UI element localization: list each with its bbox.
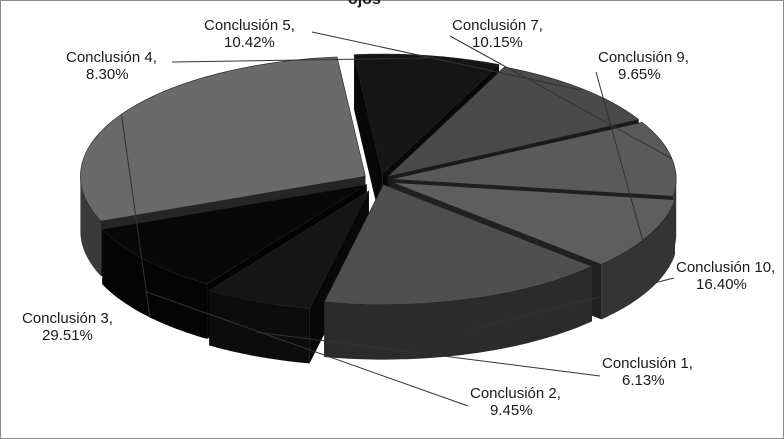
- pie-slice-wall: [354, 54, 383, 230]
- pie-slice-top: [80, 56, 366, 222]
- pie-slice-side: [324, 266, 592, 360]
- slice-label-name: Conclusión 10,: [676, 259, 775, 276]
- pie-slice-side: [209, 290, 310, 364]
- leader-lines: [121, 31, 675, 407]
- slice-label-percent: 8.30%: [86, 66, 129, 83]
- leader-line: [449, 35, 673, 160]
- pie-slice-top: [353, 53, 500, 175]
- leader-line: [311, 31, 583, 91]
- slice-label-percent: 6.13%: [622, 372, 665, 389]
- chart-title-fragment: ojos: [348, 0, 381, 8]
- leader-line: [469, 277, 675, 331]
- pie-slice-top: [392, 182, 676, 265]
- pie-slice-top: [323, 184, 593, 305]
- slice-data-label: Conclusión 10, 16.40%: [676, 259, 775, 293]
- slice-label-name: Conclusión 4,: [66, 49, 157, 66]
- slice-label-percent: 16.40%: [696, 276, 747, 293]
- slice-label-name: Conclusión 9,: [598, 49, 689, 66]
- leader-line: [144, 290, 469, 407]
- slice-label-name: Conclusión 3,: [22, 310, 113, 327]
- slice-label-name: Conclusión 5,: [204, 17, 295, 34]
- pie-slice-side: [601, 199, 675, 320]
- slices-layer: [80, 53, 677, 364]
- slice-data-label: Conclusión 4, 8.30%: [66, 49, 157, 83]
- slice-data-label: Conclusión 3, 29.51%: [22, 310, 113, 344]
- pie-slice-top: [208, 190, 370, 309]
- slice-label-name: Conclusión 2,: [470, 385, 561, 402]
- pie-slice-top: [386, 66, 640, 178]
- leader-line: [257, 331, 601, 377]
- data-labels: Conclusión 1, 6.13%Conclusión 2, 9.45%Conc…: [22, 17, 775, 419]
- leader-line: [595, 71, 651, 267]
- pie-slice-top: [101, 184, 367, 285]
- slice-data-label: Conclusión 5, 10.42%: [204, 17, 295, 51]
- leader-line: [121, 115, 151, 319]
- slice-label-percent: 10.15%: [472, 34, 523, 51]
- slice-label-percent: 9.45%: [490, 402, 533, 419]
- slice-label-name: Conclusión 7,: [452, 17, 543, 34]
- slice-label-percent: 10.42%: [224, 34, 275, 51]
- slice-data-label: Conclusión 2, 9.45%: [470, 385, 561, 419]
- slice-label-name: Conclusión 1,: [602, 355, 693, 372]
- leader-line: [171, 57, 429, 63]
- slice-label-percent: 29.51%: [42, 327, 93, 344]
- pie-slice: [323, 184, 593, 360]
- slice-data-label: Conclusión 7, 10.15%: [452, 17, 543, 51]
- slice-label-percent: 9.65%: [618, 66, 661, 83]
- slice-data-label: Conclusión 9, 9.65%: [598, 49, 689, 83]
- pie-slice-side: [102, 229, 208, 339]
- slice-data-label: Conclusión 1, 6.13%: [602, 355, 693, 389]
